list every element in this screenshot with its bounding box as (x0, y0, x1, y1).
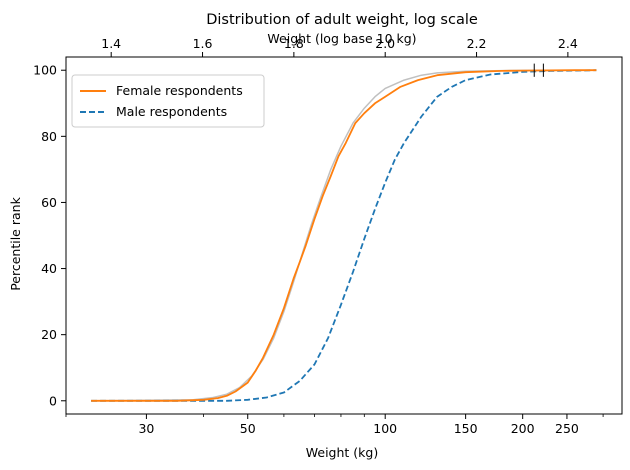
legend-box (71, 74, 265, 128)
marker-layer (533, 63, 544, 77)
x-tick-label-50: 50 (240, 421, 256, 436)
x-tick-label-150: 150 (454, 421, 478, 436)
y-axis-label: Percentile rank (8, 196, 23, 290)
series-line-male-respondents (91, 69, 597, 402)
series-layer (91, 69, 597, 402)
y-tick-label-40: 40 (41, 261, 57, 276)
chart-title: Distribution of adult weight, log scale (206, 12, 478, 28)
top-tick-label-2: 2.0 (375, 36, 395, 51)
x-tick-label-30: 30 (138, 421, 154, 436)
y-tick-label-100: 100 (33, 63, 57, 78)
top-tick-label-2.2: 2.2 (467, 36, 487, 51)
x-tick-label-250: 250 (555, 421, 579, 436)
top-tick-label-2.4: 2.4 (558, 36, 578, 51)
x-axis-label: Weight (kg) (306, 445, 378, 460)
series-line-model (91, 69, 597, 402)
top-tick-label-1.8: 1.8 (284, 36, 304, 51)
top-axis-label: Weight (log base 10 kg) (267, 31, 416, 46)
y-tick-label-20: 20 (41, 327, 57, 342)
series-line-female-respondents (91, 69, 597, 402)
top-tick-label-1.4: 1.4 (101, 36, 121, 51)
x-tick-label-100: 100 (373, 421, 397, 436)
axis-layer: 30 50 100 150 200 250 1.4 1.6 1.8 2.0 2.2 2.4 0 20 40 6… (33, 36, 604, 436)
legend-label-female: Female respondents (116, 83, 243, 98)
top-tick-label-1.6: 1.6 (193, 36, 213, 51)
legend-label-male: Male respondents (116, 104, 227, 119)
y-tick-label-80: 80 (41, 129, 57, 144)
y-tick-label-0: 0 (49, 393, 57, 408)
plot-frame (65, 56, 623, 415)
legend: Female respondents Male respondents (71, 74, 265, 128)
x-tick-label-200: 200 (511, 421, 535, 436)
y-tick-label-60: 60 (41, 195, 57, 210)
